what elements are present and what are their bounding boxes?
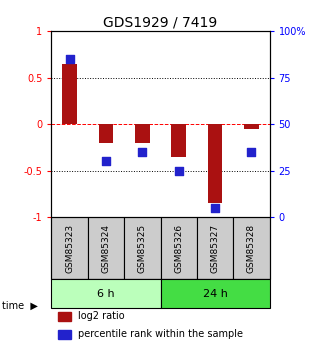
- Point: [103, 159, 108, 164]
- Text: GSM85328: GSM85328: [247, 224, 256, 273]
- Point: [249, 149, 254, 155]
- Text: 24 h: 24 h: [203, 289, 228, 299]
- Text: GSM85325: GSM85325: [138, 224, 147, 273]
- Point: [67, 56, 72, 62]
- Bar: [51, 217, 88, 279]
- Text: time  ▶: time ▶: [2, 300, 38, 310]
- Text: 6 h: 6 h: [97, 289, 115, 299]
- Text: GSM85327: GSM85327: [211, 224, 220, 273]
- Bar: [160, 279, 270, 308]
- Bar: [197, 217, 233, 279]
- Bar: [58, 312, 71, 321]
- Bar: [244, 124, 259, 129]
- Title: GDS1929 / 7419: GDS1929 / 7419: [103, 16, 218, 30]
- Bar: [208, 124, 222, 203]
- Bar: [99, 124, 113, 143]
- Text: GSM85326: GSM85326: [174, 224, 183, 273]
- Text: percentile rank within the sample: percentile rank within the sample: [78, 329, 243, 339]
- Bar: [88, 217, 124, 279]
- Bar: [51, 279, 160, 308]
- Bar: [160, 217, 197, 279]
- Bar: [135, 124, 150, 143]
- Point: [213, 205, 218, 211]
- Bar: [171, 124, 186, 157]
- Bar: [233, 217, 270, 279]
- Text: GSM85324: GSM85324: [101, 224, 110, 273]
- Point: [176, 168, 181, 174]
- Text: log2 ratio: log2 ratio: [78, 312, 124, 322]
- Bar: [58, 329, 71, 339]
- Point: [140, 149, 145, 155]
- Bar: [124, 217, 160, 279]
- Text: GSM85323: GSM85323: [65, 224, 74, 273]
- Bar: [62, 63, 77, 124]
